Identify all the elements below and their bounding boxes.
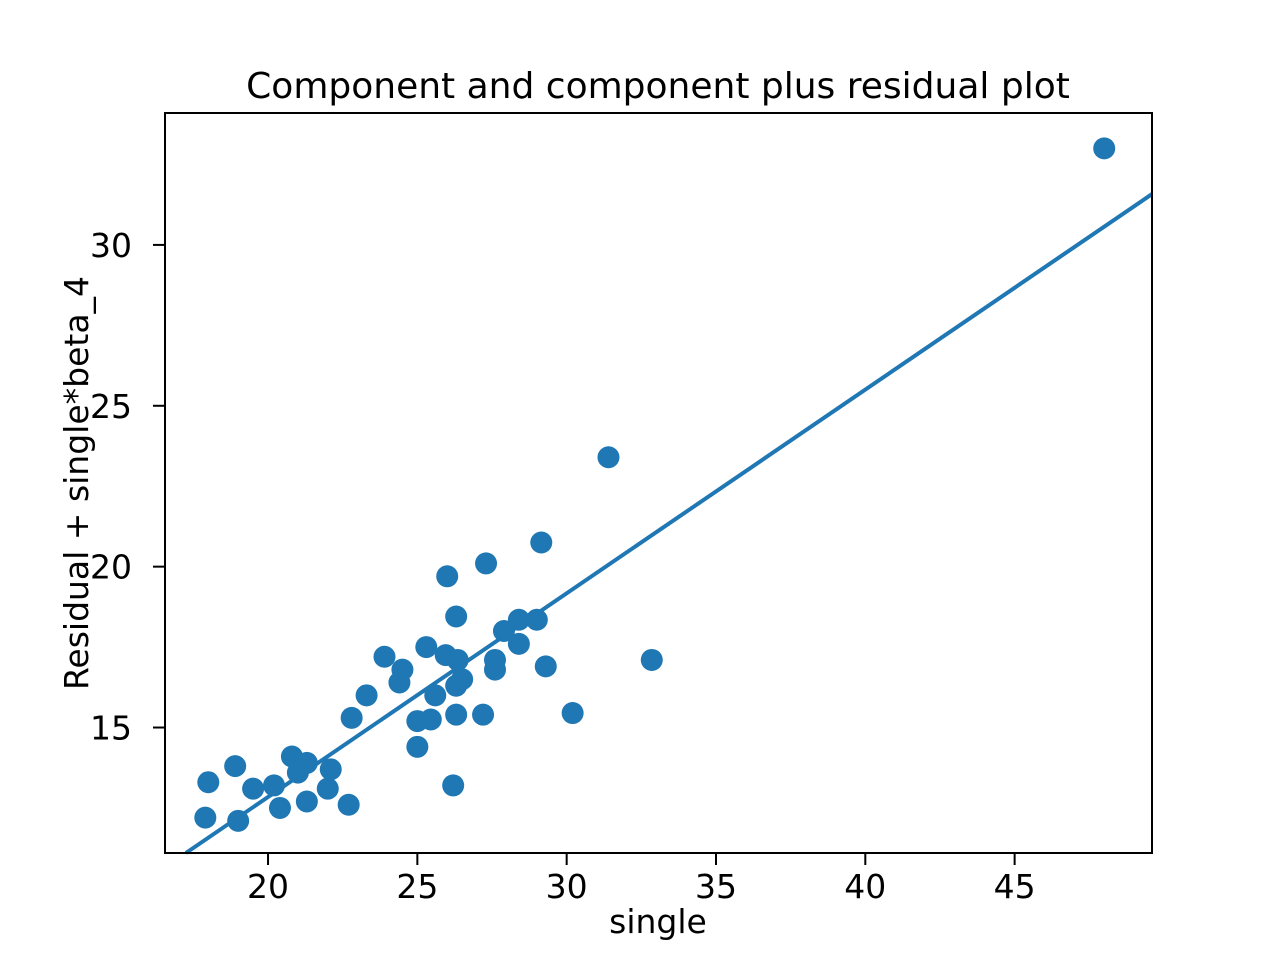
scatter-point <box>373 645 396 668</box>
y-tick-layer: 15 20 25 30 <box>90 226 165 748</box>
x-tick-label: 30 <box>546 867 588 906</box>
scatter-point <box>263 774 286 797</box>
chart-title: Component and component plus residual pl… <box>246 66 1070 107</box>
x-tick-label: 45 <box>994 867 1036 906</box>
scatter-point <box>445 605 468 628</box>
y-tick-label: 20 <box>90 548 132 587</box>
scatter-point <box>475 552 498 575</box>
scatter-point <box>194 806 217 829</box>
scatter-point <box>406 735 429 758</box>
regression-line <box>184 192 1154 855</box>
scatter-point <box>534 655 557 678</box>
x-tick-label: 40 <box>844 867 886 906</box>
axes-layer <box>164 112 1153 854</box>
scatter-point <box>319 758 342 781</box>
scatter-point <box>242 777 265 800</box>
x-tick-label: 35 <box>695 867 737 906</box>
scatter-point <box>295 751 318 774</box>
scatter-point <box>227 809 250 832</box>
scatter-point <box>316 777 339 800</box>
scatter-point <box>530 531 553 554</box>
scatter-point <box>424 684 447 707</box>
scatter-point <box>391 658 414 681</box>
scatter-point <box>224 755 247 778</box>
scatter-point <box>525 608 548 631</box>
scatter-point <box>415 636 438 659</box>
scatter-point <box>640 648 663 671</box>
scatter-point <box>492 620 515 642</box>
scatter-point <box>561 702 584 725</box>
scatter-point <box>340 706 363 729</box>
scatter-point <box>446 648 469 671</box>
scatter-point <box>483 658 506 681</box>
scatter-point <box>507 608 530 631</box>
scatter-point <box>1093 137 1116 160</box>
scatter-point <box>472 703 495 726</box>
y-axis-label: Residual + single*beta_4 <box>57 276 96 690</box>
scatter-point <box>436 565 459 588</box>
fit-line-layer <box>184 192 1154 855</box>
scatter-point <box>442 774 465 797</box>
scatter-point <box>419 708 442 731</box>
scatter-point <box>197 771 220 794</box>
scatter-point <box>268 796 291 819</box>
y-tick-label: 25 <box>90 387 132 426</box>
axes-spines <box>164 112 1153 854</box>
scatter-layer <box>194 137 1116 832</box>
scatter-point <box>507 632 530 655</box>
scatter-point <box>451 668 474 691</box>
scatter-point <box>355 684 378 707</box>
x-axis-label: single <box>609 902 707 941</box>
scatter-point <box>295 790 318 813</box>
y-tick-label: 30 <box>90 226 132 265</box>
y-tick-label: 15 <box>90 709 132 748</box>
x-tick-layer: 20 25 30 35 40 45 <box>247 853 1036 906</box>
x-tick-label: 20 <box>247 867 289 906</box>
x-tick-label: 25 <box>396 867 438 906</box>
scatter-point <box>445 703 468 726</box>
scatter-point <box>337 793 360 816</box>
scatter-point <box>597 446 620 469</box>
